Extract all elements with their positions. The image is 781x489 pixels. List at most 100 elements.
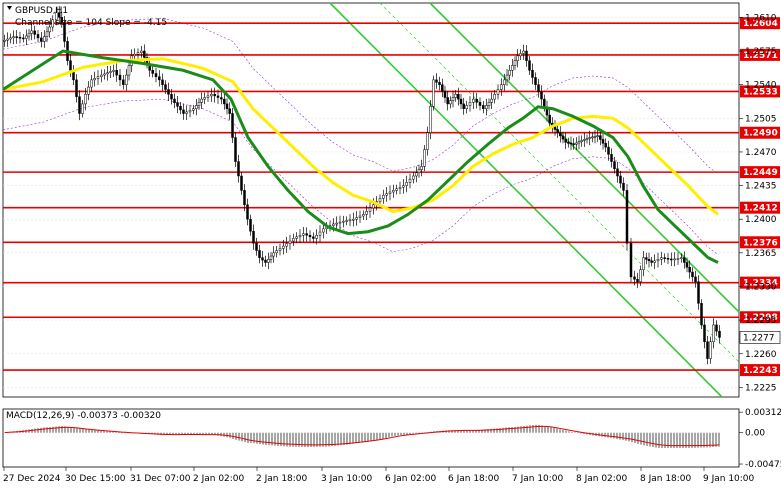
macd-histogram-bar — [358, 432, 360, 443]
macd-histogram-bar — [703, 432, 705, 448]
level-label: 1.2298 — [743, 313, 778, 323]
macd-histogram-bar — [487, 429, 489, 433]
candle-body — [267, 259, 270, 263]
channel-line — [329, 2, 723, 398]
macd-histogram-bar — [64, 426, 66, 433]
candle-body — [395, 188, 398, 191]
candle-body — [365, 210, 368, 215]
candle-body — [420, 166, 423, 170]
candle-body — [372, 204, 375, 209]
candle-body — [90, 79, 93, 88]
time-tick-label: 3 Jan 10:00 — [321, 474, 373, 484]
candle-body — [45, 31, 49, 37]
candle-body — [103, 73, 106, 76]
macd-histogram-bar — [541, 425, 543, 433]
time-tick-label: 7 Jan 10:00 — [512, 474, 564, 484]
candle-body — [225, 103, 229, 109]
candle-body — [534, 77, 537, 85]
candle-body — [639, 269, 642, 282]
candle-body — [642, 257, 645, 270]
macd-histogram-bar — [547, 426, 549, 433]
macd-histogram-bar — [208, 432, 210, 435]
candle-body — [505, 74, 509, 81]
time-tick-label: 30 Dec 15:00 — [65, 474, 126, 484]
candle-body — [478, 102, 482, 106]
macd-histogram-bar — [391, 432, 393, 437]
candle-body — [398, 186, 402, 190]
macd-histogram-bar — [301, 432, 303, 447]
macd-histogram-bar — [238, 432, 240, 441]
macd-histogram-bar — [199, 432, 201, 436]
macd-histogram-bar — [700, 432, 702, 448]
macd-histogram-bar — [295, 432, 297, 447]
channel-label: Channel size = 104 Slope = -4.15 — [15, 18, 167, 28]
macd-histogram-bar — [172, 432, 174, 435]
candle-body — [559, 132, 562, 137]
macd-histogram-bar — [463, 429, 465, 433]
candle-body — [176, 102, 179, 107]
macd-histogram-bar — [283, 432, 285, 447]
candle-body — [264, 259, 267, 263]
candle-body — [683, 257, 686, 263]
macd-histogram-bar — [196, 432, 198, 435]
candle-body — [417, 169, 421, 174]
candle-body — [616, 168, 619, 177]
macd-histogram-bar — [682, 432, 684, 448]
macd-histogram-bar — [328, 432, 330, 447]
moving-averages — [2, 49, 719, 264]
candle-body — [604, 143, 607, 148]
macd-histogram-bar — [412, 432, 414, 434]
macd-histogram-bar — [250, 432, 252, 444]
level-label-box — [740, 276, 780, 289]
level-label: 1.2449 — [743, 168, 778, 178]
macd-tick-label: 0.00 — [745, 429, 765, 439]
candle-body — [127, 65, 131, 76]
candle-body — [12, 36, 15, 39]
price-tick-label: 1.2225 — [745, 383, 777, 393]
macd-histogram-bar — [37, 428, 39, 433]
candle-body — [543, 98, 546, 108]
candle-body — [446, 97, 449, 105]
macd-histogram-bar — [88, 429, 90, 433]
macd-histogram-bar — [667, 432, 669, 448]
candle-body — [112, 70, 115, 72]
candle-body — [305, 233, 308, 236]
macd-histogram-bar — [265, 432, 267, 445]
macd-histogram-bar — [613, 432, 615, 439]
candle-body — [338, 221, 342, 224]
level-label-box — [740, 236, 780, 249]
candle-body — [272, 252, 275, 257]
candle-body — [182, 109, 185, 114]
candle-body — [87, 86, 90, 95]
macd-histogram-bar — [454, 429, 456, 433]
candle-body — [228, 108, 231, 114]
macd-histogram-bar — [355, 432, 357, 444]
candle-body — [9, 37, 12, 40]
macd-histogram-bar — [52, 426, 54, 433]
time-tick-label: 27 Dec 2024 — [3, 474, 61, 484]
macd-histogram-bar — [460, 429, 462, 433]
macd-histogram-bar — [664, 432, 666, 448]
candle-body — [548, 114, 551, 124]
macd-tick-label: 0.00312 — [745, 408, 781, 418]
level-label-box — [740, 166, 780, 179]
candle-body — [332, 223, 335, 226]
macd-histogram-bar — [190, 432, 192, 435]
level-label-box — [740, 311, 780, 324]
candle-body — [136, 52, 140, 55]
macd-histogram-bar — [58, 426, 60, 433]
macd-histogram-bar — [73, 427, 75, 433]
price-tick-label: 1.2470 — [745, 148, 777, 158]
candle-body — [81, 103, 84, 114]
macd-histogram-bar — [55, 426, 57, 433]
macd-histogram-bar — [574, 432, 576, 434]
candle-body — [709, 341, 712, 359]
macd-histogram-bar — [280, 432, 282, 447]
candle-body — [188, 110, 192, 113]
macd-histogram-bar — [85, 429, 87, 433]
candle-body — [302, 233, 305, 236]
candle-body — [75, 79, 78, 97]
macd-histogram-bar — [403, 432, 405, 435]
candle-body — [472, 98, 475, 103]
